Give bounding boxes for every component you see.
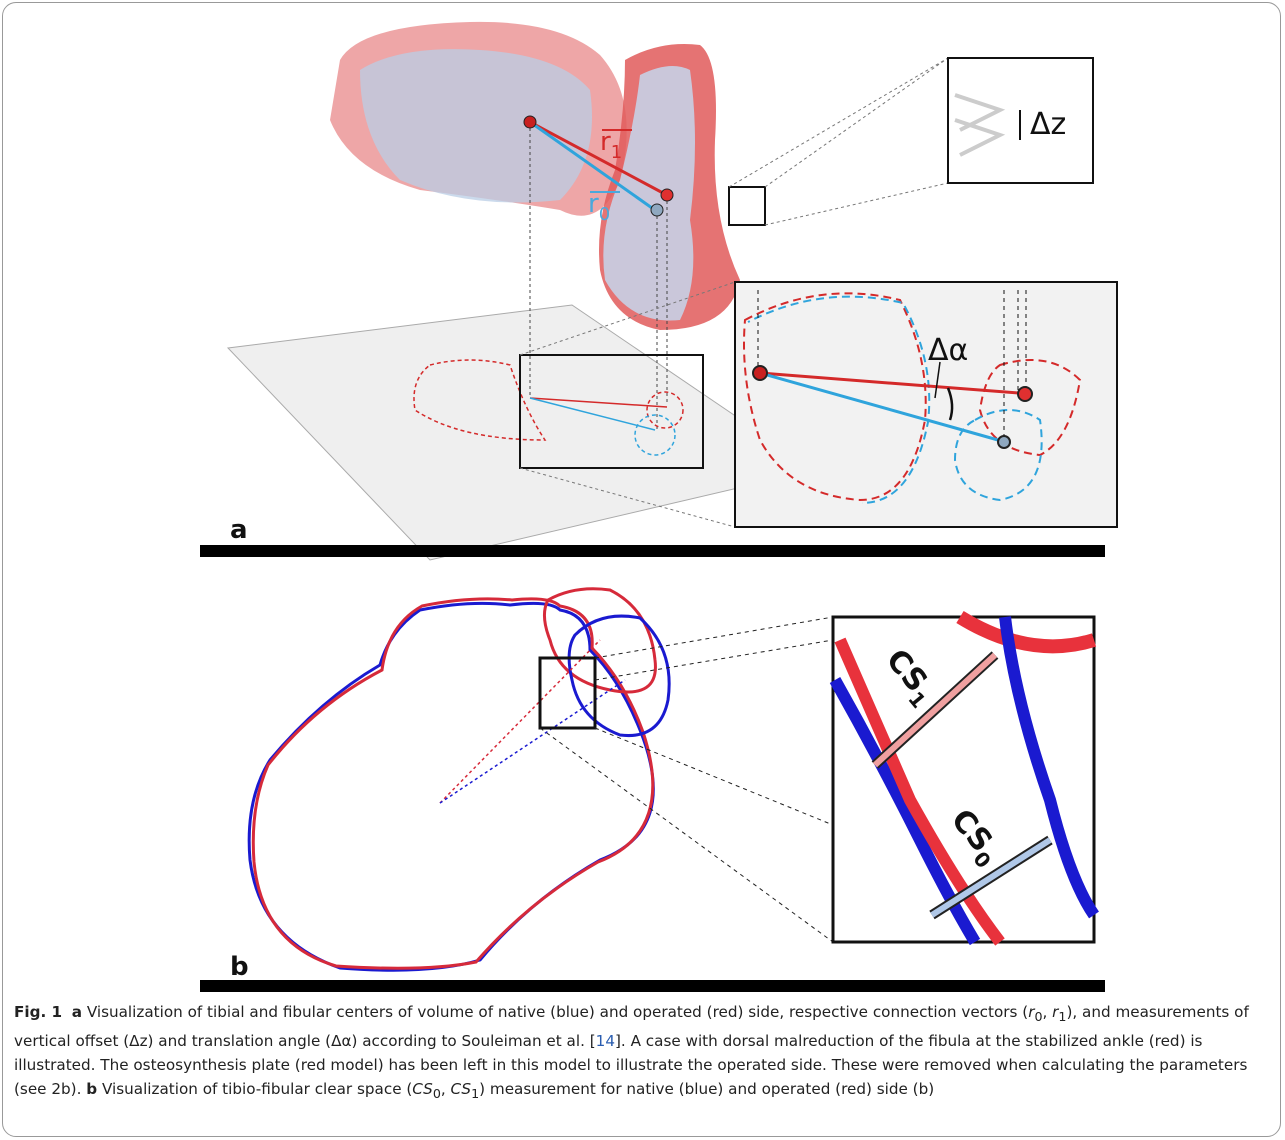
delta-alpha: Δα bbox=[928, 333, 968, 368]
r1-label: r1 bbox=[600, 127, 622, 163]
panel-label: a bbox=[230, 515, 248, 545]
fig-label: Fig. 1 bbox=[14, 1003, 63, 1021]
fibula-blue bbox=[603, 66, 695, 321]
point bbox=[997, 435, 1011, 449]
vector bbox=[439, 679, 626, 804]
caption-text: , bbox=[440, 1080, 451, 1099]
caption-text: Visualization of tibio-fibular clear spa… bbox=[101, 1080, 413, 1099]
point bbox=[752, 365, 768, 381]
plane bbox=[226, 304, 817, 561]
cs1-arrow bbox=[872, 652, 998, 768]
subscript: 0 bbox=[432, 1086, 441, 1102]
inset-alpha bbox=[734, 281, 1118, 528]
bar bbox=[200, 980, 1105, 992]
outline-red bbox=[743, 292, 927, 502]
zoom-lines bbox=[519, 281, 736, 528]
vector-r0 bbox=[529, 120, 653, 210]
vector-r1 bbox=[759, 371, 1019, 395]
projection-lines bbox=[757, 290, 1027, 440]
panel-label: b bbox=[230, 952, 249, 982]
point bbox=[660, 188, 674, 202]
part-label: b bbox=[86, 1080, 98, 1099]
symbol: CS bbox=[450, 1080, 472, 1099]
vector-r1 bbox=[529, 120, 664, 195]
r0-label: r0 bbox=[588, 189, 610, 225]
outline-blue bbox=[747, 295, 931, 504]
point bbox=[523, 115, 537, 129]
pointer bbox=[934, 361, 941, 399]
bar bbox=[200, 545, 1105, 557]
projection-lines bbox=[529, 122, 668, 430]
subscript: 1 bbox=[471, 1086, 480, 1102]
zoom-box bbox=[728, 186, 766, 226]
caption-text: ) measurement for native (blue) and oper… bbox=[479, 1080, 935, 1099]
vector bbox=[529, 397, 668, 408]
outline-red bbox=[978, 359, 1082, 457]
subscript: 0 bbox=[1034, 1009, 1043, 1025]
cs0-arrow bbox=[930, 837, 1052, 918]
caption-text: , bbox=[1042, 1003, 1053, 1021]
tibia-blue bbox=[360, 49, 592, 203]
fibula-blue bbox=[567, 614, 671, 738]
outline-red bbox=[646, 391, 684, 429]
vector bbox=[439, 639, 601, 804]
subscript: 1 bbox=[1058, 1009, 1067, 1025]
zoom-lines bbox=[728, 57, 949, 226]
caption-text: ]. A case with dorsal malreduction of th… bbox=[14, 1032, 1248, 1099]
caption: Fig. 1 a Visualization of tibial and fib… bbox=[14, 1000, 1276, 1106]
vector bbox=[529, 397, 656, 431]
symbol: CS bbox=[412, 1080, 433, 1099]
inset-curves bbox=[829, 611, 1099, 946]
symbol: r bbox=[1052, 1003, 1059, 1021]
figure: r1 r0 Δz Δα a bbox=[200, 21, 1118, 992]
symbol: r bbox=[1028, 1003, 1035, 1021]
point bbox=[1017, 386, 1033, 402]
caption-text: Visualization of tibial and fibular cent… bbox=[86, 1003, 1029, 1021]
reference[interactable]: 14 bbox=[595, 1032, 615, 1051]
fibula-red bbox=[543, 587, 657, 694]
slice-lines bbox=[954, 93, 1006, 157]
vector-r0 bbox=[759, 371, 999, 442]
outline-blue bbox=[634, 414, 676, 456]
point bbox=[650, 203, 664, 217]
part-label: a bbox=[71, 1003, 82, 1021]
angle-arc bbox=[946, 387, 954, 421]
zoom-box bbox=[538, 656, 597, 730]
zoom-box bbox=[519, 354, 704, 469]
zoom-lines bbox=[539, 616, 834, 943]
outline-red bbox=[413, 359, 547, 441]
delta-z: Δz bbox=[1030, 107, 1066, 142]
caption-text: ), and measurements of vertical offset (… bbox=[14, 1003, 1249, 1051]
